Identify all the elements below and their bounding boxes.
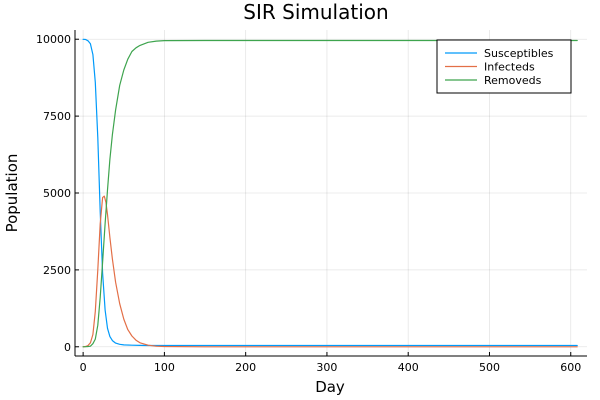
x-tick-label: 0	[80, 361, 87, 374]
x-tick-label: 100	[154, 361, 175, 374]
tick-labels: 0 100 200 300 400 500 600 0 2500 5000 7500 10000	[36, 33, 581, 374]
legend-label: Susceptibles	[484, 47, 554, 60]
series-line-susceptibles	[82, 38, 578, 347]
y-axis-label: Population	[3, 154, 21, 233]
y-tick-label: 7500	[43, 110, 71, 123]
chart-title: SIR Simulation	[243, 0, 388, 24]
legend-label: Infecteds	[484, 61, 535, 74]
x-tick-label: 200	[235, 361, 256, 374]
y-tick-label: 10000	[36, 33, 71, 46]
x-axis-label: Day	[315, 378, 345, 396]
series-line-infecteds	[82, 195, 578, 348]
axes	[74, 30, 587, 357]
y-tick-label: 0	[64, 341, 71, 354]
x-tick-label: 600	[560, 361, 581, 374]
legend-label: Removeds	[484, 74, 542, 87]
x-tick-label: 500	[479, 361, 500, 374]
y-tick-label: 5000	[43, 187, 71, 200]
y-tick-label: 2500	[43, 264, 71, 277]
x-tick-label: 300	[316, 361, 337, 374]
series-line-removeds	[82, 39, 578, 348]
series-lines	[82, 38, 578, 348]
x-tick-label: 400	[398, 361, 419, 374]
